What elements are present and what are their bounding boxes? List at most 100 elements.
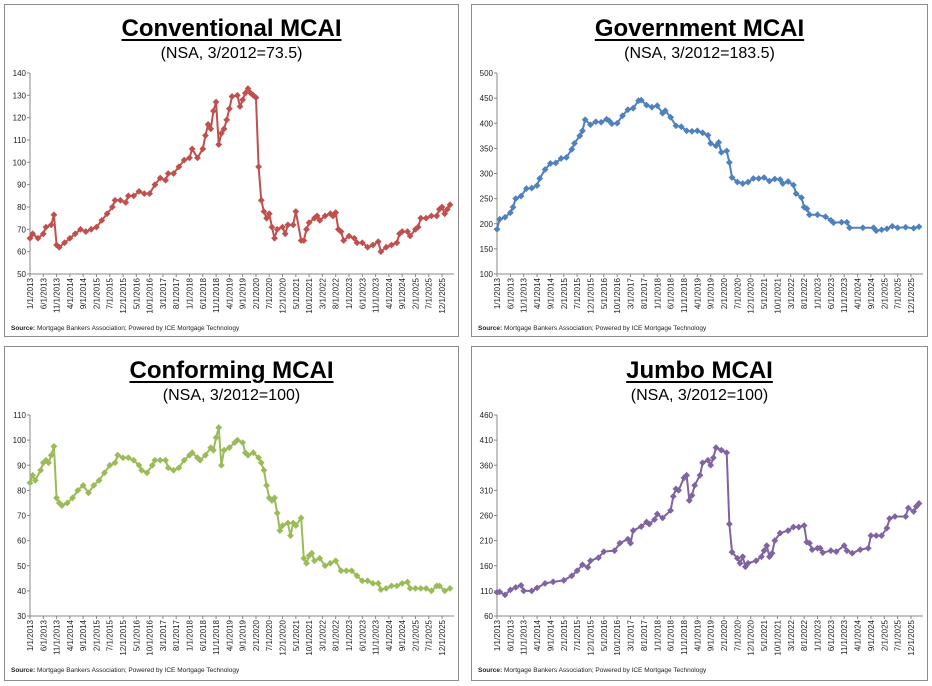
x-tick-label: 6/1/2023 — [827, 619, 836, 651]
y-tick-label: 100 — [480, 270, 494, 279]
x-tick-label: 4/1/2019 — [225, 277, 234, 309]
data-point-marker — [878, 226, 886, 234]
source-label: Source: — [478, 667, 503, 674]
chart-subtitle: (NSA, 3/2012=73.5) — [160, 45, 303, 62]
x-tick-label: 11/1/2018 — [680, 277, 689, 313]
data-point-marker — [398, 228, 406, 235]
data-point-marker — [111, 459, 119, 467]
data-point-marker — [688, 492, 696, 499]
data-point-marker — [103, 210, 111, 218]
x-tick-label: 9/1/2014 — [79, 277, 88, 309]
y-tick-label: 140 — [13, 69, 27, 78]
y-tick-label: 100 — [13, 436, 27, 445]
data-point-marker — [303, 559, 310, 567]
data-point-marker — [579, 561, 586, 569]
data-point-marker — [872, 532, 880, 539]
data-point-marker — [85, 489, 92, 497]
data-point-marker — [568, 572, 576, 580]
chart-title: Conventional MCAI — [121, 15, 342, 42]
source-note: Source: Mortgage Bankers Association; Po… — [478, 325, 706, 332]
data-point-marker — [186, 451, 193, 459]
x-tick-label: 6/1/2018 — [199, 277, 208, 309]
data-point-marker — [422, 214, 430, 222]
data-point-marker — [34, 234, 42, 242]
data-point-marker — [82, 228, 90, 235]
data-point-marker — [902, 513, 910, 520]
data-point-marker — [265, 210, 273, 218]
data-point-marker — [533, 182, 541, 189]
data-point-marker — [517, 581, 525, 589]
data-point-marker — [843, 218, 851, 226]
data-point-marker — [611, 547, 618, 555]
data-point-marker — [576, 132, 584, 140]
data-point-marker — [332, 557, 340, 565]
x-tick-label: 9/1/2019 — [707, 277, 716, 309]
data-point-marker — [441, 587, 449, 595]
y-tick-label: 200 — [480, 220, 494, 229]
data-point-marker — [509, 203, 517, 211]
x-tick-label: 7/1/2015 — [573, 619, 582, 651]
data-point-marker — [26, 479, 34, 487]
data-point-marker — [712, 444, 720, 452]
x-tick-label: 8/1/2022 — [332, 619, 341, 651]
chart-subtitle: (NSA, 3/2012=100) — [630, 387, 769, 404]
data-point-marker — [39, 230, 47, 238]
y-tick-label: 410 — [480, 436, 494, 445]
x-tick-label: 10/1/2021 — [305, 277, 314, 313]
data-point-marker — [326, 210, 334, 218]
data-point-marker — [180, 456, 188, 464]
data-point-marker — [808, 546, 816, 554]
data-point-marker — [856, 546, 864, 554]
data-point-marker — [608, 120, 616, 128]
data-point-marker — [541, 166, 549, 173]
x-tick-label: 11/1/2023 — [372, 277, 381, 313]
data-point-marker — [659, 514, 666, 522]
x-tick-label: 7/1/2020 — [265, 277, 274, 309]
data-point-marker — [838, 218, 845, 226]
data-point-marker — [377, 248, 385, 256]
y-tick-label: 90 — [17, 461, 26, 470]
data-point-marker — [795, 523, 803, 531]
x-tick-label: 7/1/2025 — [425, 619, 434, 651]
data-point-marker — [643, 101, 650, 109]
data-point-marker — [680, 474, 688, 482]
data-point-marker — [204, 120, 212, 128]
data-point-marker — [45, 459, 53, 467]
y-tick-label: 460 — [480, 411, 494, 420]
data-point-marker — [220, 446, 228, 454]
data-point-marker — [111, 196, 119, 204]
y-tick-label: 110 — [480, 587, 493, 596]
x-tick-label: 7/1/2015 — [106, 619, 115, 651]
data-point-marker — [446, 201, 454, 209]
data-point-marker — [388, 241, 395, 249]
data-point-marker — [723, 147, 731, 155]
data-point-marker — [374, 238, 382, 246]
data-point-marker — [31, 476, 39, 484]
data-point-marker — [241, 89, 249, 97]
data-point-marker — [26, 234, 34, 242]
data-point-marker — [422, 584, 430, 592]
data-point-marker — [194, 154, 201, 162]
data-point-marker — [912, 503, 920, 510]
data-point-marker — [388, 582, 395, 590]
data-point-marker — [217, 129, 225, 137]
data-point-marker — [263, 481, 270, 489]
data-point-marker — [162, 456, 169, 464]
x-tick-label: 10/1/2021 — [773, 277, 782, 313]
source-label: Source: — [478, 325, 503, 332]
data-point-marker — [79, 481, 87, 489]
data-point-marker — [624, 535, 632, 543]
data-point-marker — [428, 212, 435, 220]
data-point-marker — [156, 174, 164, 182]
x-tick-label: 6/1/2013 — [506, 619, 515, 651]
data-point-marker — [675, 486, 683, 494]
data-point-marker — [284, 519, 292, 527]
y-tick-label: 210 — [480, 537, 494, 546]
y-tick-label: 80 — [17, 203, 26, 212]
data-point-marker — [744, 559, 752, 567]
data-point-marker — [311, 557, 318, 565]
y-tick-label: 50 — [17, 270, 26, 279]
data-point-marker — [412, 584, 419, 592]
data-point-marker — [696, 471, 704, 479]
x-tick-label: 11/1/2013 — [520, 277, 529, 313]
